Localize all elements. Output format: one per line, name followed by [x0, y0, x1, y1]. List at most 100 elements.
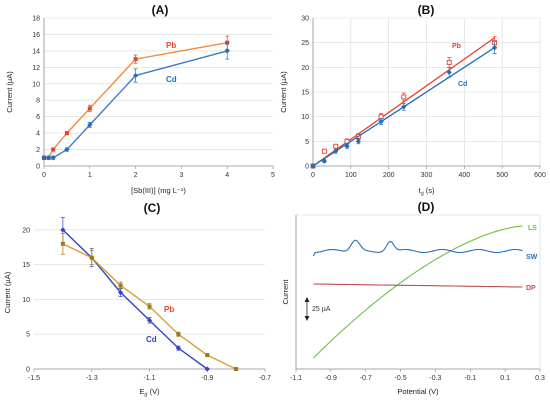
data-point-cd	[50, 155, 56, 161]
data-point-pb	[64, 131, 69, 136]
x-axis-title-unit: (s)	[424, 186, 435, 195]
data-point-pb	[89, 255, 94, 260]
y-axis-title: Current (µA)	[5, 71, 14, 113]
data-point-pb	[51, 147, 56, 152]
data-point-cd	[378, 119, 384, 125]
x-tick-label: 0	[42, 172, 46, 179]
x-tick-label: -0.5	[395, 375, 407, 382]
x-tick-label: -1.3	[86, 375, 98, 382]
curve-ls	[313, 225, 523, 359]
y-tick-label: 8	[36, 98, 40, 105]
y-tick-label: 18	[32, 16, 40, 23]
panel-c: (C) 0 5 10 15 20 -1.5 -1.3 -1.1 -0.9 -0.7 Current (…	[3, 201, 271, 399]
curve-dp	[313, 283, 523, 288]
y-axis-title: Current (µA)	[3, 271, 12, 313]
series-label-dp: DP	[526, 285, 536, 292]
series-label-ls: LS	[528, 225, 537, 232]
data-point-cd	[146, 317, 153, 323]
x-tick-label: 600	[534, 172, 546, 179]
panel-title: (B)	[418, 3, 435, 17]
y-tick-label: 5	[26, 332, 30, 339]
data-point-cd	[133, 72, 139, 79]
data-point-pb	[321, 148, 327, 154]
x-tick-label: 0.3	[535, 375, 545, 382]
data-point-cd	[204, 366, 210, 372]
scale-bar-label: 25 µA	[312, 306, 331, 313]
y-tick-label: 6	[36, 114, 40, 121]
data-point-pb	[378, 114, 384, 120]
x-tick-label: -0.7	[259, 375, 271, 382]
data-point-pb	[60, 241, 65, 246]
panel-title: (D)	[418, 200, 435, 214]
y-tick-label: 10	[32, 81, 40, 88]
y-tick-label: 25	[301, 40, 309, 47]
y-tick-label: 20	[22, 227, 30, 234]
y-tick-label: 0	[36, 164, 40, 171]
x-tick-label: 0	[311, 172, 315, 179]
x-axis-title: Ed (V)	[139, 387, 160, 399]
data-point-cd	[87, 122, 93, 128]
data-point-cd	[321, 158, 327, 164]
x-tick-label: -0.1	[464, 375, 476, 382]
data-point-cd	[446, 69, 452, 75]
fit-line-pb	[312, 37, 495, 167]
y-tick-label: 20	[301, 65, 309, 72]
y-tick-label: 16	[32, 32, 40, 39]
x-axis-title-subscript: d	[421, 192, 424, 198]
data-point-pb	[147, 304, 152, 309]
data-point-cd	[60, 227, 66, 233]
x-tick-label: -0.9	[325, 375, 337, 382]
x-axis-title-subscript: d	[144, 393, 147, 399]
series-label-pb: Pb	[164, 305, 174, 314]
series-label-pb: Pb	[166, 41, 176, 50]
data-point-cd	[41, 155, 47, 161]
data-point-cd	[310, 163, 316, 169]
data-point-pb	[118, 283, 123, 288]
data-point-pb	[205, 353, 210, 358]
x-tick-label: 0.1	[500, 375, 510, 382]
y-tick-label: 0	[26, 367, 30, 374]
x-tick-label: 300	[421, 172, 433, 179]
data-point-cd	[175, 345, 181, 351]
y-tick-label: 2	[36, 147, 40, 154]
y-tick-label: 12	[32, 65, 40, 72]
x-tick-label: 2	[134, 172, 138, 179]
x-tick-label: 200	[383, 172, 395, 179]
x-tick-label: -1.1	[143, 375, 155, 382]
data-point-cd	[355, 138, 361, 144]
y-tick-label: 10	[22, 297, 30, 304]
data-point-cd	[333, 148, 339, 154]
x-tick-label: 500	[496, 172, 508, 179]
data-point-cd	[45, 155, 52, 161]
series-line-cd	[62, 229, 208, 370]
x-axis-title: td (s)	[419, 186, 435, 198]
data-point-cd	[401, 104, 407, 110]
x-tick-label: 4	[225, 172, 229, 179]
data-point-pb	[401, 94, 407, 100]
x-tick-label: 100	[345, 172, 357, 179]
y-tick-label: 14	[32, 48, 40, 55]
y-tick-label: 0	[305, 164, 309, 171]
data-point-pb	[333, 143, 339, 149]
x-tick-label: 1	[88, 172, 92, 179]
x-tick-label: -0.3	[429, 375, 441, 382]
panel-title: (A)	[152, 3, 169, 17]
data-point-pb	[133, 57, 138, 62]
y-tick-label: 5	[305, 139, 309, 146]
y-axis-title: Current (µA)	[279, 71, 288, 113]
data-point-pb	[176, 332, 181, 337]
scale-bar-arrow-up	[304, 297, 310, 302]
x-axis-title: [Sb(III)] (mg L⁻¹)	[131, 186, 186, 195]
data-point-cd	[344, 143, 350, 149]
series-label-cd: Cd	[146, 335, 157, 344]
curve-sw	[312, 239, 523, 257]
y-tick-label: 4	[36, 131, 40, 138]
x-axis-title: Potential (V)	[397, 387, 439, 396]
x-axis-title-unit: (V)	[147, 387, 160, 396]
data-point-cd	[492, 45, 498, 51]
x-tick-label: -1.5	[28, 375, 40, 382]
series-line-cd	[44, 50, 228, 159]
x-tick-label: -0.9	[201, 375, 213, 382]
